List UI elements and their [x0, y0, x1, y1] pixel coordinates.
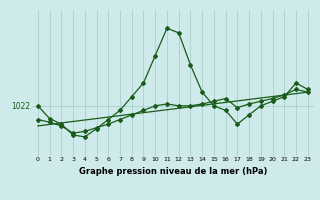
X-axis label: Graphe pression niveau de la mer (hPa): Graphe pression niveau de la mer (hPa): [79, 167, 267, 176]
